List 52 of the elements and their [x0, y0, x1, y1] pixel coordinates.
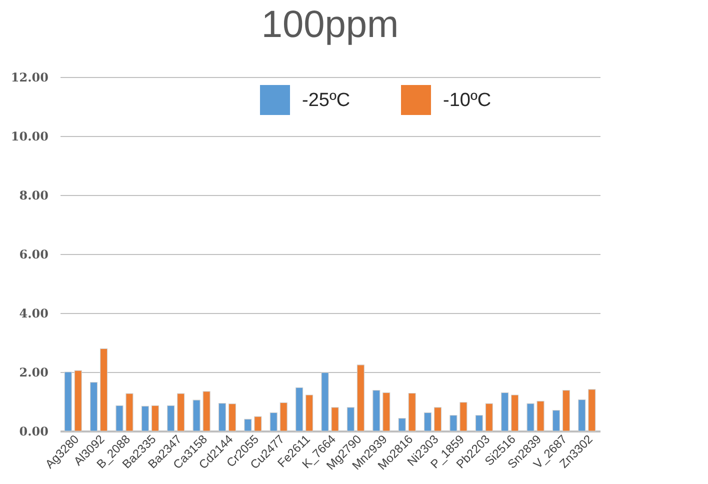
bar	[296, 387, 304, 432]
bar	[141, 406, 149, 432]
bar	[588, 389, 596, 432]
bar	[536, 400, 544, 432]
bar	[228, 404, 236, 432]
bar	[578, 399, 586, 432]
bar	[398, 418, 406, 432]
y-tick-label: 12.00	[10, 70, 48, 84]
bar	[306, 394, 314, 432]
bar	[218, 402, 226, 432]
bar	[408, 392, 416, 432]
bar	[501, 392, 509, 432]
bar	[552, 410, 560, 432]
bar	[151, 405, 159, 432]
bar	[526, 403, 534, 432]
bar	[74, 370, 82, 432]
bar	[450, 415, 458, 432]
legend-label: -10ºC	[443, 90, 492, 111]
chart-title: 100ppm	[261, 4, 399, 46]
bar	[346, 407, 354, 432]
legend-label: -25ºC	[302, 90, 350, 111]
bar	[270, 412, 278, 432]
bar	[192, 400, 200, 432]
bar	[424, 412, 432, 432]
bar	[511, 394, 519, 432]
bar	[202, 391, 210, 432]
bar	[167, 405, 175, 432]
bar	[485, 403, 493, 432]
bar	[562, 390, 570, 432]
bar	[434, 407, 442, 432]
bar	[254, 416, 262, 432]
bar	[356, 364, 364, 432]
y-tick-label: 6.00	[19, 248, 48, 262]
bar	[100, 348, 108, 432]
bar	[90, 382, 98, 432]
y-tick-label: 10.00	[10, 130, 48, 144]
bar	[475, 415, 483, 432]
bar	[280, 402, 288, 432]
bar	[126, 393, 134, 432]
bar	[331, 407, 339, 432]
y-tick-label: 8.00	[19, 188, 48, 202]
bar	[64, 372, 72, 432]
y-tick-label: 2.00	[19, 366, 48, 380]
bar	[116, 405, 124, 432]
bar	[244, 418, 252, 432]
y-tick-label: 4.00	[19, 306, 48, 320]
bar	[321, 372, 329, 432]
y-tick-label: 0.00	[19, 424, 48, 438]
bar	[460, 402, 468, 432]
bar	[382, 392, 390, 432]
bar	[372, 390, 380, 432]
bar	[177, 393, 185, 432]
